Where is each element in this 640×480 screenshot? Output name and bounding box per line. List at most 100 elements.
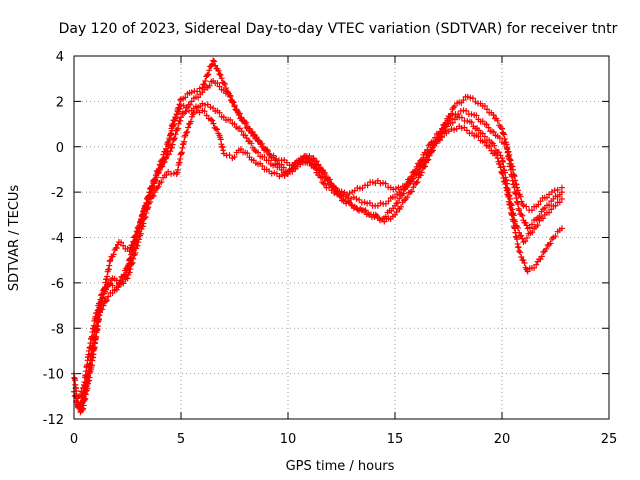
data-point	[264, 148, 271, 155]
data-point	[156, 161, 163, 168]
x-tick-label: 20	[494, 432, 511, 447]
data-point	[481, 139, 488, 146]
data-point	[212, 62, 219, 69]
data-point	[521, 259, 528, 266]
data-point	[495, 149, 502, 156]
data-point	[202, 77, 209, 84]
data-point	[261, 154, 268, 161]
data-point	[283, 159, 290, 166]
data-point	[546, 209, 553, 216]
data-point	[170, 121, 177, 128]
data-point	[151, 176, 158, 183]
data-point	[500, 130, 507, 137]
data-point	[442, 120, 449, 127]
data-point	[227, 116, 234, 123]
data-point	[244, 150, 251, 157]
data-point	[171, 135, 178, 142]
data-point	[552, 202, 559, 209]
data-point	[107, 257, 114, 264]
data-point	[162, 148, 169, 155]
data-point	[152, 172, 159, 179]
data-point	[168, 127, 175, 134]
data-point	[248, 140, 255, 147]
data-point	[195, 94, 202, 101]
data-point	[217, 136, 224, 143]
data-point	[503, 141, 510, 148]
data-point	[84, 372, 91, 379]
data-point	[385, 198, 392, 205]
data-point	[396, 195, 403, 202]
data-point	[218, 75, 225, 82]
data-point	[238, 128, 245, 135]
data-point	[517, 249, 524, 256]
data-point	[520, 202, 527, 209]
data-point	[117, 277, 124, 284]
data-point	[547, 240, 554, 247]
data-point	[483, 121, 490, 128]
data-point	[519, 212, 526, 219]
data-point	[475, 133, 482, 140]
data-point	[500, 131, 507, 138]
data-point	[155, 166, 162, 173]
data-point	[506, 151, 513, 158]
data-point	[538, 253, 545, 260]
data-point	[246, 125, 253, 132]
data-point	[403, 184, 410, 191]
data-point	[428, 147, 435, 154]
data-point	[126, 248, 133, 255]
data-point	[104, 297, 111, 304]
data-point	[528, 221, 535, 228]
data-point	[494, 155, 501, 162]
data-point	[137, 230, 144, 237]
data-point	[138, 215, 145, 222]
data-point	[232, 106, 239, 113]
data-point	[434, 134, 441, 141]
data-point	[231, 121, 238, 128]
data-point	[226, 152, 233, 159]
data-point	[439, 125, 446, 132]
data-point	[536, 213, 543, 220]
data-point	[215, 67, 222, 74]
data-point	[169, 141, 176, 148]
data-point	[220, 147, 227, 154]
data-point	[82, 379, 89, 386]
data-point	[398, 203, 405, 210]
data-point	[171, 117, 178, 124]
data-point	[410, 184, 417, 191]
data-point	[531, 264, 538, 271]
data-point	[243, 119, 250, 126]
data-point	[146, 189, 153, 196]
data-point	[168, 131, 175, 138]
data-point	[458, 114, 465, 121]
data-point	[236, 110, 243, 117]
data-point	[414, 179, 421, 186]
data-point	[214, 80, 221, 87]
data-point	[523, 222, 530, 229]
data-point	[176, 101, 183, 108]
data-point	[517, 193, 524, 200]
data-point	[437, 129, 444, 136]
data-point	[305, 156, 312, 163]
data-point	[158, 179, 165, 186]
data-point	[288, 166, 295, 173]
data-point	[207, 116, 214, 123]
data-point	[145, 193, 152, 200]
data-point	[306, 159, 313, 166]
data-point	[131, 233, 138, 240]
data-point	[265, 157, 272, 164]
data-point	[173, 111, 180, 118]
data-point	[238, 114, 245, 121]
data-point	[202, 102, 209, 109]
data-point	[436, 130, 443, 137]
data-point	[163, 172, 170, 179]
chart-title: Day 120 of 2023, Sidereal Day-to-day VTE…	[59, 21, 618, 37]
data-point	[87, 357, 94, 364]
data-point	[174, 125, 181, 132]
data-point	[514, 187, 521, 194]
data-point	[537, 198, 544, 205]
data-point	[353, 195, 360, 202]
data-point	[128, 260, 135, 267]
data-point	[182, 94, 189, 101]
data-point	[216, 83, 223, 90]
data-point	[540, 249, 547, 255]
